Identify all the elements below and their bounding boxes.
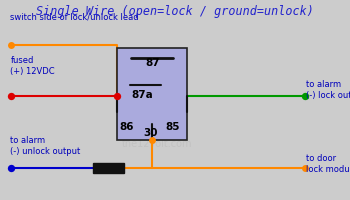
Text: switch side of lock/unlock lead: switch side of lock/unlock lead <box>10 13 139 22</box>
Bar <box>93 163 124 173</box>
Point <box>302 94 307 98</box>
Text: 87: 87 <box>145 58 160 68</box>
Text: 86: 86 <box>120 122 134 132</box>
Text: to alarm
(-) lock output: to alarm (-) lock output <box>306 80 350 100</box>
Text: fused
(+) 12VDC: fused (+) 12VDC <box>10 56 55 76</box>
Point <box>302 166 307 170</box>
Text: to alarm
(-) unlock output: to alarm (-) unlock output <box>10 136 81 156</box>
Point <box>8 166 13 170</box>
Point <box>8 43 13 47</box>
Point <box>8 94 13 98</box>
Text: Single Wire (open=lock / ground=unlock): Single Wire (open=lock / ground=unlock) <box>36 5 314 18</box>
Point <box>149 138 155 142</box>
Point <box>114 94 120 98</box>
Text: 30: 30 <box>143 128 158 138</box>
Bar <box>117 48 187 140</box>
Text: the12volt.com: the12volt.com <box>122 139 193 149</box>
Text: to door
lock module: to door lock module <box>306 154 350 174</box>
Text: 85: 85 <box>165 122 180 132</box>
Text: 87a: 87a <box>131 90 153 100</box>
